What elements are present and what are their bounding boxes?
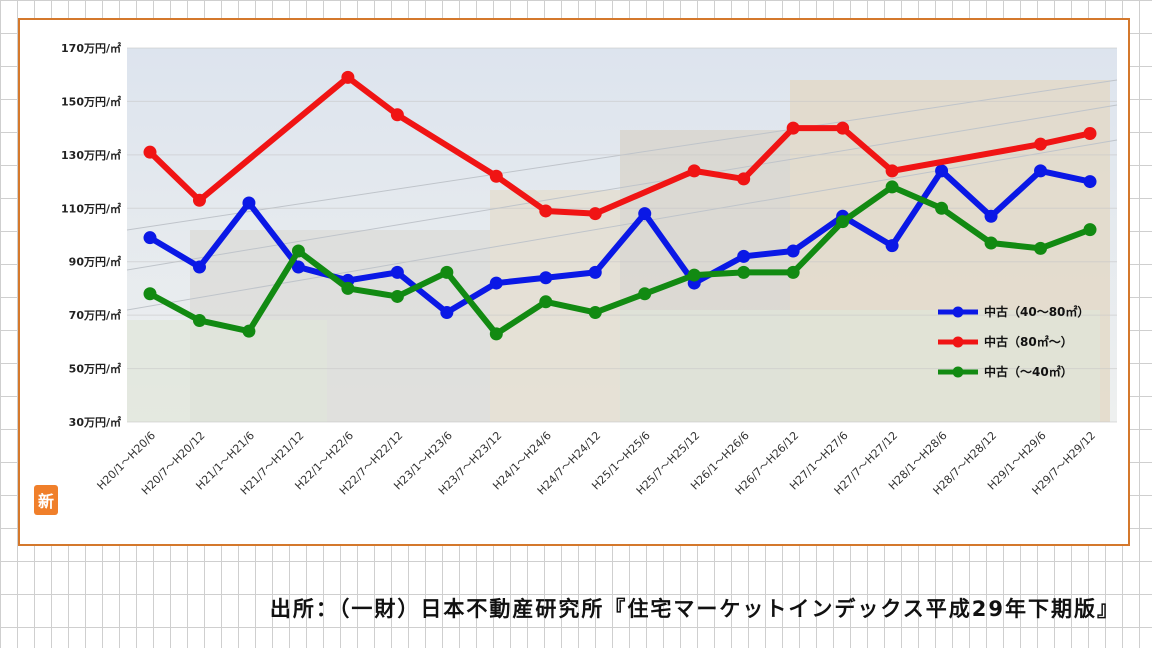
y-gridlines bbox=[127, 47, 1117, 423]
series-point bbox=[390, 289, 404, 303]
series-point bbox=[192, 193, 206, 207]
series-point bbox=[1034, 241, 1048, 255]
series-point bbox=[440, 305, 454, 319]
series-point bbox=[638, 207, 652, 221]
series-point bbox=[489, 169, 503, 183]
source-caption: 出所：（一財）日本不動産研究所『住宅マーケットインデックス平成29年下期版』 bbox=[269, 597, 1120, 621]
series-point bbox=[588, 305, 602, 319]
y-tick-label: 170万円/㎡ bbox=[61, 41, 121, 55]
series-point bbox=[341, 281, 355, 295]
series-point bbox=[737, 172, 751, 186]
y-axis: 170万円/㎡ 150万円/㎡ 130万円/㎡ 110万円/㎡ 90万円/㎡ 70万円/㎡… bbox=[61, 41, 121, 429]
series-point bbox=[1034, 137, 1048, 151]
series-point bbox=[440, 265, 454, 279]
legend: 中古（40～80㎡） 中古（80㎡～） 中古（～40㎡） bbox=[938, 304, 1089, 379]
series-point bbox=[1083, 175, 1097, 189]
series-point bbox=[786, 121, 800, 135]
series-point bbox=[192, 313, 206, 327]
series-point bbox=[885, 180, 899, 194]
y-tick-label: 150万円/㎡ bbox=[61, 94, 121, 108]
series-point bbox=[1083, 126, 1097, 140]
stamp-new-icon: 新 bbox=[34, 485, 58, 515]
legend-label: 中古（～40㎡） bbox=[984, 364, 1073, 379]
series-point bbox=[687, 268, 701, 282]
series-line bbox=[147, 167, 1093, 316]
legend-label: 中古（80㎡～） bbox=[984, 334, 1073, 349]
series-point bbox=[984, 236, 998, 250]
series-point bbox=[836, 121, 850, 135]
series-point bbox=[291, 260, 305, 274]
series-point bbox=[786, 244, 800, 258]
line-chart: 170万円/㎡ 150万円/㎡ 130万円/㎡ 110万円/㎡ 90万円/㎡ 70万円/㎡… bbox=[61, 41, 1118, 498]
legend-label: 中古（40～80㎡） bbox=[984, 304, 1089, 319]
legend-marker bbox=[952, 336, 964, 348]
series-point bbox=[885, 164, 899, 178]
series-point bbox=[539, 295, 553, 309]
series-point bbox=[737, 265, 751, 279]
series-point bbox=[539, 271, 553, 285]
y-tick-label: 110万円/㎡ bbox=[61, 201, 121, 215]
series-point bbox=[341, 70, 355, 84]
series-point bbox=[143, 231, 157, 245]
legend-marker bbox=[952, 306, 964, 318]
y-tick-label: 50万円/㎡ bbox=[69, 362, 121, 376]
series-point bbox=[489, 276, 503, 290]
series-point bbox=[291, 244, 305, 258]
series-point bbox=[737, 249, 751, 263]
series-point bbox=[489, 327, 503, 341]
series-point bbox=[935, 201, 949, 215]
series-point bbox=[143, 145, 157, 159]
chart-frame: 170万円/㎡ 150万円/㎡ 130万円/㎡ 110万円/㎡ 90万円/㎡ 70万円/㎡… bbox=[18, 18, 1130, 546]
series-point bbox=[588, 207, 602, 221]
series-point bbox=[1083, 223, 1097, 237]
series-point bbox=[984, 209, 998, 223]
series-point bbox=[1034, 164, 1048, 178]
series-point bbox=[588, 265, 602, 279]
series-point bbox=[638, 287, 652, 301]
y-tick-label: 30万円/㎡ bbox=[69, 415, 121, 429]
series-point bbox=[192, 260, 206, 274]
series-point bbox=[836, 215, 850, 229]
x-axis: H20/1～H20/6H20/7～H20/12H21/1～H21/6H21/7～… bbox=[95, 429, 1099, 498]
series-lines bbox=[143, 70, 1097, 341]
series-point bbox=[786, 265, 800, 279]
series-line bbox=[147, 74, 1093, 217]
y-tick-label: 70万円/㎡ bbox=[69, 308, 121, 322]
series-point bbox=[242, 324, 256, 338]
series-point bbox=[390, 265, 404, 279]
series-line bbox=[147, 183, 1093, 337]
legend-marker bbox=[952, 366, 964, 378]
series-point bbox=[539, 204, 553, 218]
series-point bbox=[390, 108, 404, 122]
series-point bbox=[935, 164, 949, 178]
y-tick-label: 90万円/㎡ bbox=[69, 255, 121, 269]
y-tick-label: 130万円/㎡ bbox=[61, 148, 121, 162]
series-point bbox=[687, 164, 701, 178]
series-point bbox=[143, 287, 157, 301]
series-point bbox=[242, 196, 256, 210]
series-point bbox=[885, 239, 899, 253]
